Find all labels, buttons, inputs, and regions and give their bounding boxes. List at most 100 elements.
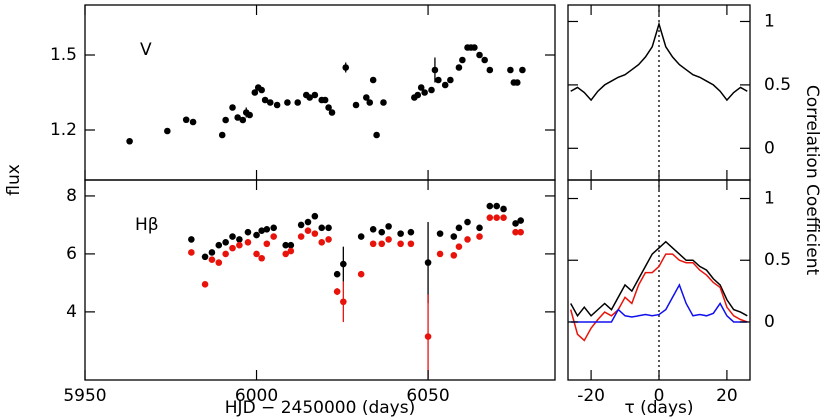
data-point (287, 247, 295, 255)
data-point (294, 99, 302, 106)
data-point (450, 233, 458, 240)
ccf-line (570, 283, 748, 323)
data-point (512, 228, 519, 236)
data-point (208, 249, 216, 256)
y-tick-label: 0.5 (764, 250, 791, 270)
data-point (455, 243, 463, 250)
data-point (164, 127, 171, 135)
data-point (340, 298, 347, 306)
data-point (397, 230, 404, 237)
data-point (311, 230, 319, 237)
y-tick-label: 8 (66, 186, 77, 206)
data-point (311, 91, 319, 99)
data-point (435, 76, 442, 84)
data-point (340, 260, 347, 268)
x-tick-label: 6050 (406, 386, 449, 406)
data-point (385, 236, 392, 243)
x-tick-label: 6000 (235, 386, 278, 406)
data-point (258, 86, 265, 94)
data-point (287, 241, 295, 249)
data-point (311, 212, 319, 220)
panel-label: V (140, 40, 152, 60)
data-point (126, 137, 133, 145)
data-point (258, 254, 265, 262)
data-point (493, 202, 500, 210)
y-tick-label: 0 (764, 138, 775, 158)
y-tick-label: 0.5 (764, 75, 791, 95)
data-point (513, 79, 521, 86)
data-point (246, 111, 253, 119)
data-point (476, 224, 483, 232)
data-point (321, 96, 329, 104)
y-tick-label: 1.5 (50, 45, 77, 65)
data-point (244, 228, 252, 236)
data-point (436, 230, 444, 237)
data-point (512, 220, 519, 227)
data-point (517, 228, 524, 236)
data-point (352, 101, 360, 109)
data-point (304, 218, 312, 226)
data-point (222, 250, 229, 258)
data-point (253, 250, 260, 258)
data-point (236, 241, 243, 249)
data-point (333, 288, 341, 295)
data-point (284, 99, 291, 106)
plot-area (569, 180, 748, 380)
data-point (201, 281, 209, 288)
data-point (357, 270, 365, 278)
data-point (244, 239, 252, 246)
data-point (369, 240, 377, 248)
y-axis-label: Correlation Coefficient (802, 85, 822, 276)
x-tick-label: 20 (716, 386, 738, 406)
data-point (236, 236, 243, 243)
data-point (325, 224, 332, 232)
data-point (455, 64, 463, 71)
ccf-line (570, 240, 748, 318)
plot-area (570, 5, 748, 180)
data-point (421, 89, 428, 96)
data-point (378, 240, 386, 248)
data-point (378, 228, 386, 236)
data-point (229, 244, 236, 252)
data-point (325, 236, 332, 243)
data-point (263, 225, 271, 233)
data-point (464, 218, 471, 226)
y-tick-label: 1 (764, 189, 775, 209)
y-tick-label: 4 (66, 302, 77, 322)
data-point (397, 240, 404, 248)
data-point (431, 66, 439, 74)
panel-label: Hβ (135, 215, 159, 235)
data-point (282, 250, 289, 258)
y-axis-label: flux (4, 164, 24, 196)
data-point (486, 214, 494, 221)
data-point (229, 233, 236, 240)
data-point (273, 101, 281, 109)
data-point (182, 116, 190, 124)
data-point (407, 228, 415, 236)
data-point (407, 240, 415, 248)
data-point (215, 241, 223, 249)
data-point (270, 233, 277, 240)
x-tick-label: -20 (577, 386, 605, 406)
data-point (476, 51, 483, 59)
x-tick-label: 5950 (63, 386, 106, 406)
data-point (261, 96, 269, 104)
x-tick-label: 0 (654, 386, 665, 406)
data-point (297, 221, 305, 229)
plot-area (126, 44, 526, 145)
data-point (282, 241, 289, 249)
data-point (450, 252, 458, 259)
data-point (251, 89, 259, 96)
panel-frame (84, 179, 556, 381)
y-tick-label: 6 (66, 244, 77, 264)
data-point (222, 239, 229, 246)
data-point (201, 253, 209, 261)
data-point (328, 109, 336, 116)
data-point (424, 259, 432, 266)
data-point (369, 225, 377, 233)
x-axis-label: τ (days) (624, 398, 693, 418)
data-point (441, 81, 449, 89)
panel-frame (567, 179, 751, 381)
